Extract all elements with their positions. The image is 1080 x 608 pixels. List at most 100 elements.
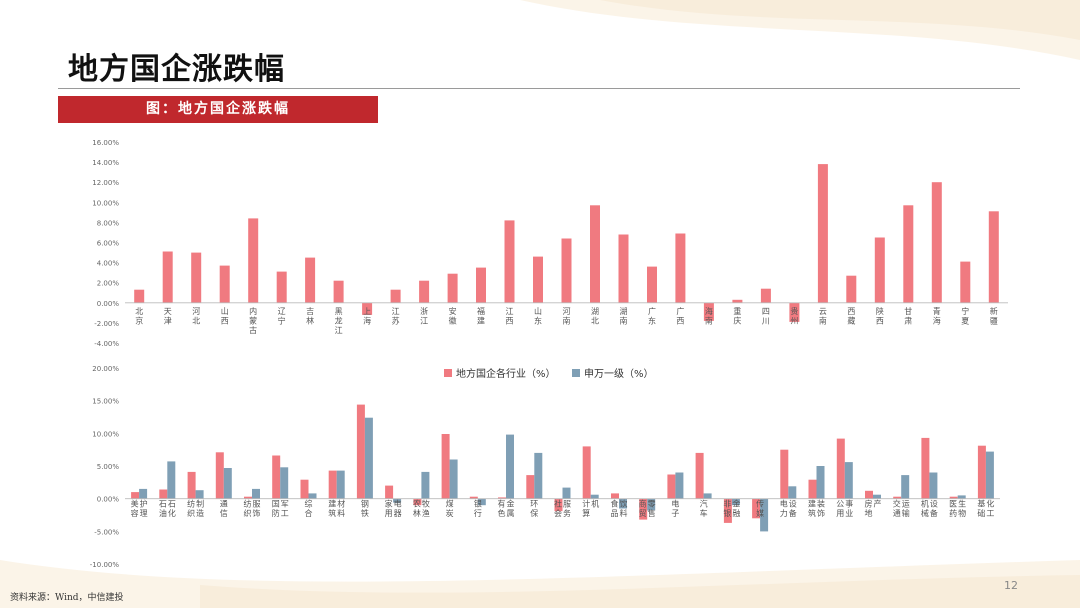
legend-label-1: 申万一级（%） (584, 367, 654, 380)
bar-s0-2 (187, 471, 196, 499)
bar-s1-9 (393, 498, 402, 503)
bar-s1-30 (985, 451, 994, 499)
bar-s1-3 (223, 468, 232, 499)
bar-s1-16 (590, 494, 599, 499)
source-note: 资料来源：Wind，中信建投 (10, 593, 124, 603)
x-tick-label: 福建 (477, 307, 485, 326)
bar-28 (931, 182, 942, 303)
y-tick-label: 15.00% (92, 398, 119, 406)
x-tick-label: 天津 (164, 307, 172, 326)
bar-14 (533, 256, 543, 303)
bar-3 (219, 265, 230, 303)
y-tick-label: 10.00% (92, 430, 119, 438)
bar-s1-29 (957, 495, 966, 499)
bar-s1-10 (421, 471, 430, 499)
x-tick-label: 机械设备 (921, 499, 938, 519)
x-tick-label: 山东 (534, 306, 542, 326)
bar-s0-29 (949, 496, 958, 499)
bar-s0-11 (441, 434, 450, 499)
bar-s1-0 (139, 488, 148, 499)
bar-s0-21 (723, 498, 732, 523)
x-tick-label: 基础化工 (977, 499, 994, 519)
x-tick-label: 建筑装饰 (808, 499, 825, 519)
bar-s1-8 (364, 417, 373, 499)
legend-swatch-1 (572, 369, 580, 377)
bar-27 (903, 205, 914, 303)
x-tick-label: 广西 (676, 306, 684, 326)
bar-10 (419, 280, 430, 303)
bar-s0-17 (611, 493, 619, 499)
bar-17 (618, 234, 629, 303)
y-tick-label: 8.00% (97, 219, 120, 227)
y-tick-label: 10.00% (92, 199, 119, 207)
x-tick-label: 北京 (135, 307, 143, 326)
x-tick-label: 非银金融 (723, 499, 740, 519)
y-tick-label: -5.00% (94, 528, 119, 536)
x-tick-label: 陕西 (876, 306, 884, 326)
x-tick-label: 有色金属 (498, 499, 515, 519)
bar-16 (590, 205, 600, 303)
bar-s1-24 (816, 466, 825, 499)
x-tick-label: 青海 (933, 306, 941, 326)
x-tick-label: 纺织服饰 (244, 499, 261, 519)
bar-s1-7 (336, 470, 345, 499)
x-tick-label: 美容护理 (131, 499, 148, 519)
bar-25 (846, 275, 857, 303)
x-tick-label: 海南 (705, 306, 713, 326)
bar-s1-23 (788, 486, 797, 499)
bar-s0-6 (300, 479, 309, 499)
bar-s1-13 (506, 434, 514, 499)
x-tick-label: 云南 (819, 307, 827, 326)
bar-s0-18 (639, 498, 648, 520)
bar-19 (675, 233, 686, 303)
bar-s0-26 (865, 490, 873, 499)
y-tick-label: -4.00% (94, 340, 119, 348)
bar-s0-9 (385, 485, 394, 499)
bar-s1-20 (703, 493, 712, 499)
y-tick-label: 14.00% (92, 159, 119, 167)
bar-18 (647, 266, 657, 303)
x-tick-label: 山西 (221, 306, 229, 326)
x-tick-label: 建筑材料 (328, 499, 345, 519)
bar-s0-19 (667, 474, 676, 499)
x-tick-label: 环保 (530, 500, 538, 519)
bar-7 (333, 280, 344, 303)
bar-s1-15 (562, 487, 571, 499)
y-tick-label: 12.00% (92, 179, 119, 187)
bar-s1-5 (280, 467, 289, 499)
bar-s1-6 (308, 493, 317, 499)
x-tick-label: 通信 (220, 499, 228, 519)
x-tick-label: 浙江 (420, 306, 428, 326)
x-tick-label: 石油石化 (159, 500, 176, 519)
x-tick-label: 江西 (506, 307, 514, 326)
bar-s1-25 (844, 462, 853, 499)
x-tick-label: 综合 (304, 499, 312, 519)
legend-label-0: 地方国企各行业（%） (456, 367, 556, 380)
x-tick-label: 传媒 (756, 499, 764, 519)
bar-11 (447, 273, 458, 303)
bar-s1-27 (901, 475, 910, 499)
bar-s0-7 (328, 470, 337, 499)
bar-26 (874, 237, 885, 303)
x-tick-label: 湖北 (591, 307, 599, 326)
bar-12 (476, 267, 486, 303)
bar-4 (248, 218, 259, 303)
bar-s0-23 (780, 449, 789, 499)
x-tick-label: 农林牧渔 (413, 499, 430, 519)
bar-9 (390, 289, 401, 303)
bar-0 (134, 289, 145, 303)
x-tick-label: 电子 (671, 499, 679, 519)
legend-swatch-0 (444, 369, 452, 377)
x-tick-label: 银行 (474, 499, 482, 519)
x-tick-label: 广东 (648, 306, 656, 326)
bar-23 (789, 302, 800, 322)
bar-s1-17 (619, 498, 627, 509)
x-tick-label: 交通运输 (893, 499, 910, 519)
bar-s0-4 (244, 496, 252, 499)
x-tick-label: 贵州 (790, 306, 798, 326)
x-tick-label: 公用事业 (836, 499, 853, 519)
x-tick-label: 吉林 (306, 307, 314, 326)
bar-s1-19 (675, 472, 684, 499)
bar-s1-2 (195, 490, 204, 499)
